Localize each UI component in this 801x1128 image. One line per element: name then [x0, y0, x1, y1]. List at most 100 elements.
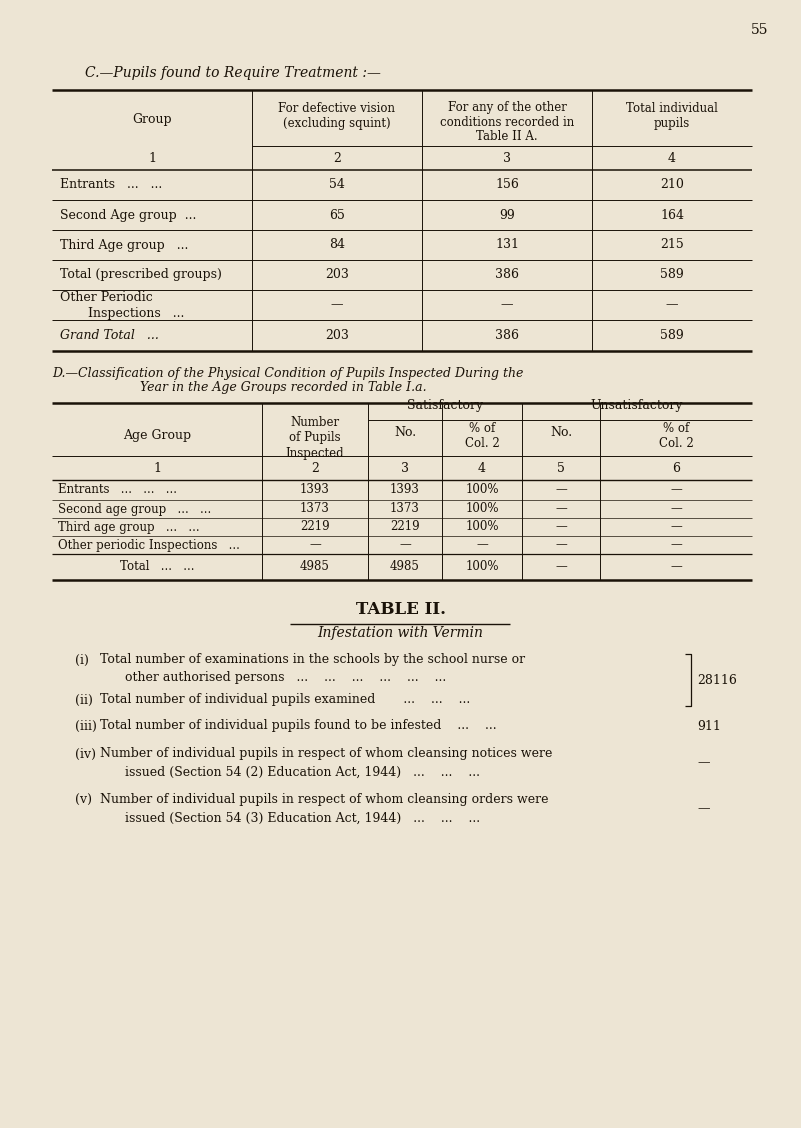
Text: 2: 2: [311, 461, 319, 475]
Text: 589: 589: [660, 329, 684, 342]
Text: For defective vision
(excluding squint): For defective vision (excluding squint): [279, 102, 396, 130]
Text: 2219: 2219: [300, 520, 330, 534]
Text: Total number of examinations in the schools by the school nurse or: Total number of examinations in the scho…: [100, 653, 525, 667]
Text: 3: 3: [503, 151, 511, 165]
Text: 100%: 100%: [465, 484, 499, 496]
Text: other authorised persons   ...    ...    ...    ...    ...    ...: other authorised persons ... ... ... ...…: [125, 671, 446, 685]
Text: 156: 156: [495, 178, 519, 192]
Text: Total   ...   ...: Total ... ...: [120, 561, 195, 573]
Text: 100%: 100%: [465, 520, 499, 534]
Text: Total (prescribed groups): Total (prescribed groups): [60, 268, 222, 282]
Text: Infestation with Vermin: Infestation with Vermin: [317, 626, 484, 640]
Text: D.—Classification of the Physical Condition of Pupils Inspected During the: D.—Classification of the Physical Condit…: [52, 367, 523, 379]
Text: Year in the Age Groups recorded in Table I.a.: Year in the Age Groups recorded in Table…: [140, 381, 427, 395]
Text: Total individual
pupils: Total individual pupils: [626, 102, 718, 130]
Text: —: —: [670, 484, 682, 496]
Text: 1373: 1373: [300, 502, 330, 515]
Text: —: —: [697, 802, 710, 816]
Text: 65: 65: [329, 209, 345, 221]
Text: 2219: 2219: [390, 520, 420, 534]
Text: 386: 386: [495, 268, 519, 282]
Text: (ii): (ii): [75, 694, 93, 706]
Text: 203: 203: [325, 329, 349, 342]
Text: —: —: [309, 538, 321, 552]
Text: Inspections   ...: Inspections ...: [72, 307, 184, 319]
Text: —: —: [555, 561, 567, 573]
Text: 203: 203: [325, 268, 349, 282]
Text: 911: 911: [697, 720, 721, 732]
Text: —: —: [670, 502, 682, 515]
Text: —: —: [555, 520, 567, 534]
Text: Entrants   ...   ...: Entrants ... ...: [60, 178, 163, 192]
Text: Total number of individual pupils examined       ...    ...    ...: Total number of individual pupils examin…: [100, 694, 470, 706]
Text: (i): (i): [75, 653, 89, 667]
Text: —: —: [399, 538, 411, 552]
Text: Third age group   ...   ...: Third age group ... ...: [58, 520, 199, 534]
Text: 100%: 100%: [465, 502, 499, 515]
Text: Entrants   ...   ...   ...: Entrants ... ... ...: [58, 484, 177, 496]
Text: —: —: [697, 757, 710, 769]
Text: 589: 589: [660, 268, 684, 282]
Text: (iv): (iv): [75, 748, 96, 760]
Text: % of
Col. 2: % of Col. 2: [465, 422, 499, 450]
Text: 3: 3: [401, 461, 409, 475]
Text: Number of individual pupils in respect of whom cleansing orders were: Number of individual pupils in respect o…: [100, 793, 549, 807]
Text: Total number of individual pupils found to be infested    ...    ...: Total number of individual pupils found …: [100, 720, 497, 732]
Text: 210: 210: [660, 178, 684, 192]
Text: —: —: [670, 561, 682, 573]
Text: Satisfactory: Satisfactory: [407, 399, 483, 413]
Text: Other periodic Inspections   ...: Other periodic Inspections ...: [58, 538, 239, 552]
Text: —: —: [666, 299, 678, 311]
Text: TABLE II.: TABLE II.: [356, 601, 445, 618]
Text: Other Periodic: Other Periodic: [60, 291, 153, 305]
Text: —: —: [670, 538, 682, 552]
Text: C.—Pupils found to Require Treatment :—: C.—Pupils found to Require Treatment :—: [85, 67, 380, 80]
Text: 1: 1: [148, 151, 156, 165]
Text: (v): (v): [75, 793, 92, 807]
Text: —: —: [555, 484, 567, 496]
Text: 1: 1: [153, 461, 161, 475]
Text: —: —: [476, 538, 488, 552]
Text: Second age group   ...   ...: Second age group ... ...: [58, 502, 211, 515]
Text: 54: 54: [329, 178, 345, 192]
Text: 2: 2: [333, 151, 341, 165]
Text: For any of the other
conditions recorded in
Table II A.: For any of the other conditions recorded…: [440, 100, 574, 143]
Text: 164: 164: [660, 209, 684, 221]
Text: Third Age group   ...: Third Age group ...: [60, 238, 188, 252]
Text: issued (Section 54 (3) Education Act, 1944)   ...    ...    ...: issued (Section 54 (3) Education Act, 19…: [125, 811, 480, 825]
Text: (iii): (iii): [75, 720, 97, 732]
Text: 99: 99: [499, 209, 515, 221]
Text: No.: No.: [394, 426, 416, 440]
Text: 4985: 4985: [300, 561, 330, 573]
Text: 131: 131: [495, 238, 519, 252]
Text: 100%: 100%: [465, 561, 499, 573]
Text: 386: 386: [495, 329, 519, 342]
Text: —: —: [331, 299, 344, 311]
Text: —: —: [555, 538, 567, 552]
Text: Group: Group: [132, 114, 171, 126]
Text: Unsatisfactory: Unsatisfactory: [591, 399, 683, 413]
Text: —: —: [501, 299, 513, 311]
Text: 55: 55: [751, 23, 769, 37]
Text: 4: 4: [478, 461, 486, 475]
Text: —: —: [670, 520, 682, 534]
Text: Age Group: Age Group: [123, 430, 191, 442]
Text: Number of individual pupils in respect of whom cleansing notices were: Number of individual pupils in respect o…: [100, 748, 553, 760]
Text: Grand Total   ...: Grand Total ...: [60, 329, 159, 342]
Text: Second Age group  ...: Second Age group ...: [60, 209, 196, 221]
Text: issued (Section 54 (2) Education Act, 1944)   ...    ...    ...: issued (Section 54 (2) Education Act, 19…: [125, 766, 480, 778]
Text: —: —: [555, 502, 567, 515]
Text: 215: 215: [660, 238, 684, 252]
Text: 6: 6: [672, 461, 680, 475]
Text: 1393: 1393: [390, 484, 420, 496]
Text: % of
Col. 2: % of Col. 2: [658, 422, 694, 450]
Text: 1393: 1393: [300, 484, 330, 496]
Text: No.: No.: [550, 426, 572, 440]
Text: 4: 4: [668, 151, 676, 165]
Text: 28116: 28116: [697, 673, 737, 687]
Text: 4985: 4985: [390, 561, 420, 573]
Text: 1373: 1373: [390, 502, 420, 515]
Text: 5: 5: [557, 461, 565, 475]
Text: 84: 84: [329, 238, 345, 252]
Text: Number
of Pupils
Inspected: Number of Pupils Inspected: [286, 416, 344, 459]
